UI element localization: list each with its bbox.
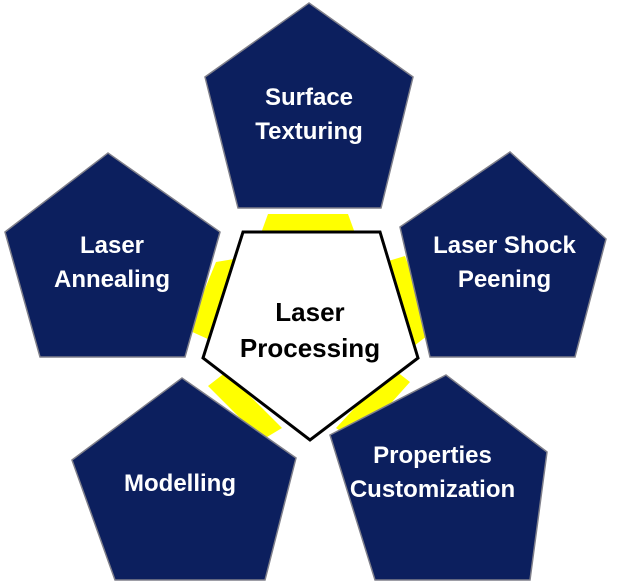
node-label-modelling: Modelling bbox=[95, 462, 265, 506]
node-shape-properties-customization bbox=[329, 374, 548, 581]
node-label-surface-texturing-line-1: Surface bbox=[264, 84, 354, 112]
node-label-laser-annealing-line-2: Annealing bbox=[53, 266, 170, 293]
node-label-laser-annealing: Laser Annealing bbox=[22, 218, 202, 308]
center-label: Laser Processing bbox=[210, 285, 410, 375]
node-label-properties-customization-line-1: Properties bbox=[373, 442, 492, 470]
node-label-modelling-line-1: Modelling bbox=[124, 470, 236, 498]
node-shape-surface-texturing bbox=[204, 2, 414, 209]
center-label-line-2: Processing bbox=[239, 333, 381, 363]
node-label-properties-customization: Properties Customization bbox=[330, 428, 535, 518]
node-shape-modelling bbox=[71, 377, 297, 581]
node-label-surface-texturing-line-2: Texturing bbox=[255, 118, 363, 145]
connector-bottom-left bbox=[208, 372, 282, 440]
node-shape-laser-annealing bbox=[4, 152, 221, 358]
node-label-surface-texturing: Surface Texturing bbox=[215, 70, 403, 160]
center-label-line-1: Laser bbox=[275, 296, 345, 327]
center-shape bbox=[201, 230, 420, 442]
node-label-laser-shock-peening-line-1: Laser Shock bbox=[433, 232, 576, 260]
node-label-laser-annealing-line-1: Laser bbox=[79, 232, 145, 260]
node-label-laser-shock-peening-line-2: Peening bbox=[457, 266, 552, 293]
connector-right bbox=[385, 256, 432, 346]
node-shape-laser-shock-peening bbox=[399, 151, 607, 358]
node-label-properties-customization-line-2: Customization bbox=[349, 476, 516, 503]
node-label-laser-shock-peening: Laser Shock Peening bbox=[412, 218, 597, 308]
